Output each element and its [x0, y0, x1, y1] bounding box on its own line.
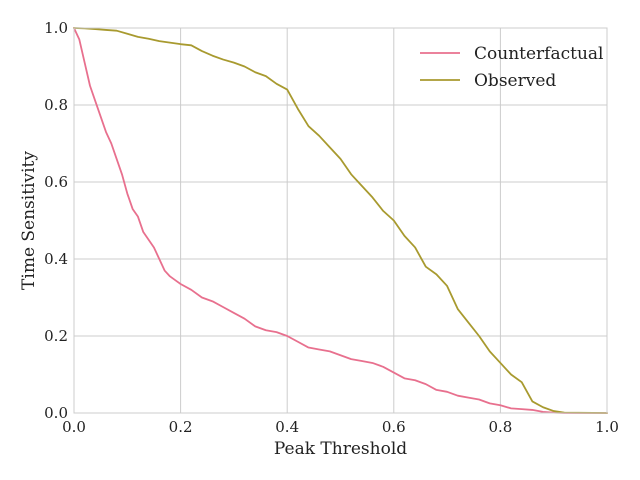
x-axis-label: Peak Threshold — [274, 439, 407, 459]
legend-label-observed: Observed — [474, 71, 556, 91]
y-tick-label: 0.4 — [44, 250, 68, 268]
x-tick-label: 0.2 — [169, 418, 193, 436]
x-tick-label: 0.0 — [62, 418, 86, 436]
legend-label-counterfactual: Counterfactual — [474, 44, 603, 64]
series-layer — [73, 27, 608, 414]
y-tick-label: 0.0 — [44, 404, 68, 422]
series-line-counterfactual — [73, 27, 608, 414]
y-axis-label: Time Sensitivity — [19, 151, 39, 290]
x-tick-label: 0.6 — [382, 418, 406, 436]
y-tick-label: 1.0 — [44, 19, 68, 37]
y-tick-label: 0.6 — [44, 173, 68, 191]
x-tick-label: 0.4 — [275, 418, 299, 436]
x-tick-label: 0.8 — [488, 418, 512, 436]
y-tick-label: 0.8 — [44, 96, 68, 114]
legend: Counterfactual Observed — [420, 44, 603, 91]
series-line-observed — [73, 27, 608, 414]
plot-frame — [73, 27, 608, 414]
x-tick-labels: 0.0 0.2 0.4 0.6 0.8 1.0 — [62, 418, 619, 436]
x-tick-label: 1.0 — [595, 418, 619, 436]
y-tick-label: 0.2 — [44, 327, 68, 345]
y-tick-labels: 0.0 0.2 0.4 0.6 0.8 1.0 — [44, 19, 68, 422]
